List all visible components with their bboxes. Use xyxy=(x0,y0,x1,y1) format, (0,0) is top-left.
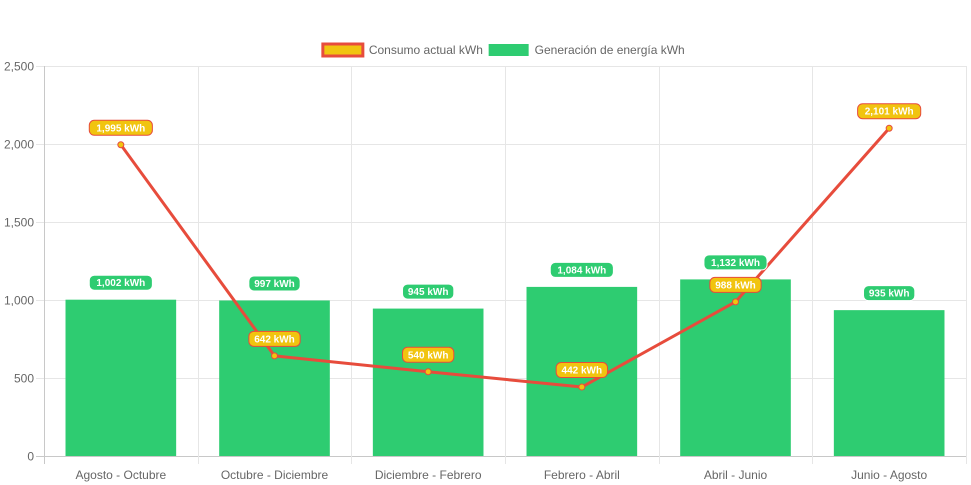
generation-bar[interactable] xyxy=(680,279,791,456)
generation-value-label: 1,132 kWh xyxy=(711,258,760,269)
consumption-point[interactable] xyxy=(271,352,278,360)
legend-item[interactable]: Generación de energía kWh xyxy=(488,43,685,57)
consumption-point[interactable] xyxy=(117,141,125,149)
generation-bar[interactable] xyxy=(833,310,945,456)
y-tick-label: 2,000 xyxy=(4,138,34,152)
generation-value-label: 1,084 kWh xyxy=(557,265,606,276)
y-tick-label: 2,500 xyxy=(4,60,34,74)
x-tick-label: Agosto - Octubre xyxy=(75,468,166,482)
data-labels: 1,002 kWh 997 kWh 945 kWh 1,084 kWh 1,132 kW… xyxy=(88,103,922,379)
legend-swatch xyxy=(488,44,529,56)
generation-value-label-bg xyxy=(88,274,153,291)
axes: 0 500 1,000 1,500 2,000 2,500 Agosto - Octubre… xyxy=(4,60,928,483)
grid xyxy=(36,66,967,464)
generation-value-label-bg xyxy=(549,261,614,278)
consumption-value-label-bg xyxy=(555,362,608,379)
consumption-value-label: 988 kWh xyxy=(715,280,756,291)
consumption-point[interactable] xyxy=(424,368,432,376)
consumption-value-label: 2,101 kWh xyxy=(865,107,914,118)
legend-label: Generación de energía kWh xyxy=(535,43,685,57)
generation-bars xyxy=(65,279,945,456)
y-tick-label: 1,500 xyxy=(4,216,34,230)
generation-bar[interactable] xyxy=(372,308,484,456)
consumption-value-label-bg xyxy=(248,330,301,347)
x-tick-label: Febrero - Abril xyxy=(544,468,620,482)
x-tick-label: Diciembre - Febrero xyxy=(375,468,482,482)
legend-label: Consumo actual kWh xyxy=(369,43,483,57)
generation-value-label: 935 kWh xyxy=(869,289,910,300)
consumption-value-label-bg xyxy=(709,276,762,293)
x-tick-label: Junio - Agosto xyxy=(851,468,927,482)
consumption-value-label: 540 kWh xyxy=(408,350,449,361)
consumption-value-label-bg xyxy=(857,103,922,120)
consumption-value-label: 642 kWh xyxy=(254,334,295,345)
generation-value-label: 1,002 kWh xyxy=(96,278,145,289)
generation-bar[interactable] xyxy=(65,299,177,456)
consumption-point[interactable] xyxy=(732,298,739,306)
consumption-line-path xyxy=(119,127,891,389)
consumption-value-label-bg xyxy=(402,346,455,363)
consumption-point[interactable] xyxy=(578,383,586,391)
legend-swatch xyxy=(321,42,365,58)
consumption-line xyxy=(117,124,893,391)
consumption-value-label-bg xyxy=(88,119,153,136)
consumption-value-label: 1,995 kWh xyxy=(96,123,145,134)
generation-value-label-bg xyxy=(863,285,916,302)
generation-value-label-bg xyxy=(402,283,455,300)
y-tick-label: 1,000 xyxy=(4,294,34,308)
consumption-point[interactable] xyxy=(885,124,893,132)
generation-value-label-bg xyxy=(248,275,301,292)
legend-item[interactable]: Consumo actual kWh xyxy=(321,42,483,58)
generation-value-label: 997 kWh xyxy=(254,279,295,290)
x-tick-label: Abril - Junio xyxy=(704,468,768,482)
consumption-value-label: 442 kWh xyxy=(562,366,603,377)
legend[interactable]: Consumo actual kWh Generación de energía … xyxy=(321,42,685,58)
x-tick-label: Octubre - Diciembre xyxy=(221,468,329,482)
y-tick-label: 0 xyxy=(27,450,34,464)
generation-value-label: 945 kWh xyxy=(408,287,449,298)
generation-bar[interactable] xyxy=(219,300,330,456)
y-tick-label: 500 xyxy=(14,372,34,386)
generation-value-label-bg xyxy=(703,254,768,271)
